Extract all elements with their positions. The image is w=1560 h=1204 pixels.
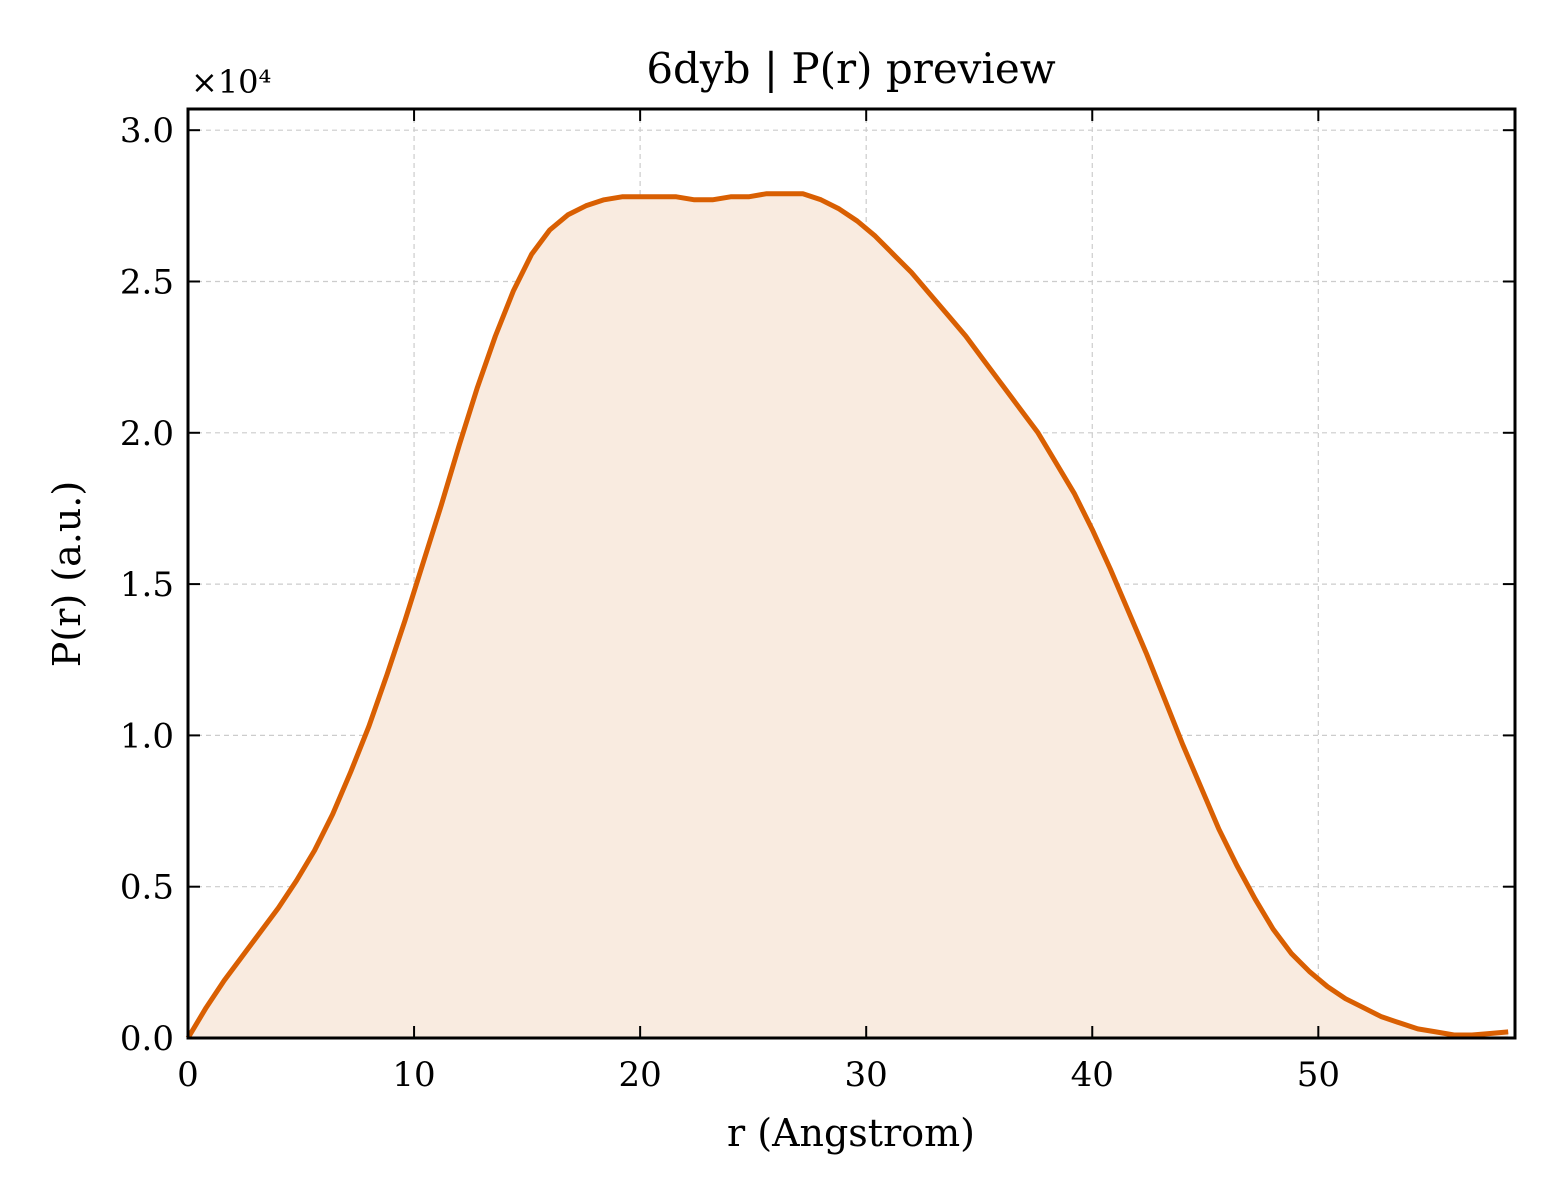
x-tick-label: 30	[845, 1055, 888, 1095]
area-fill	[188, 193, 1509, 1038]
x-tick-label: 0	[177, 1055, 199, 1095]
y-tick-label: 0.5	[120, 868, 174, 908]
y-tick-label: 1.5	[120, 565, 174, 605]
y-tick-label: 3.0	[120, 111, 174, 151]
x-tick-label: 10	[392, 1055, 435, 1095]
y-tick-label: 0.0	[120, 1019, 174, 1059]
ticks-layer: 0 10 20 30 40 50 0.0 0.5 1.0 1.5 2.0 2.5 3.0	[120, 109, 1515, 1095]
pr-series-line	[185, 191, 1509, 1040]
x-axis-label: r (Angstrom)	[727, 1111, 975, 1155]
y-tick-label: 2.0	[120, 414, 174, 454]
y-tick-label: 2.5	[120, 262, 174, 302]
x-tick-label: 20	[618, 1055, 661, 1095]
plot-frame	[186, 107, 1517, 1040]
y-multiplier-label: ×10⁴	[191, 63, 271, 101]
x-tick-label: 40	[1071, 1055, 1114, 1095]
x-tick-label: 50	[1297, 1055, 1340, 1095]
y-axis-label: P(r) (a.u.)	[45, 481, 89, 667]
y-tick-label: 1.0	[120, 716, 174, 756]
chart-title: 6dyb | P(r) preview	[646, 44, 1055, 93]
